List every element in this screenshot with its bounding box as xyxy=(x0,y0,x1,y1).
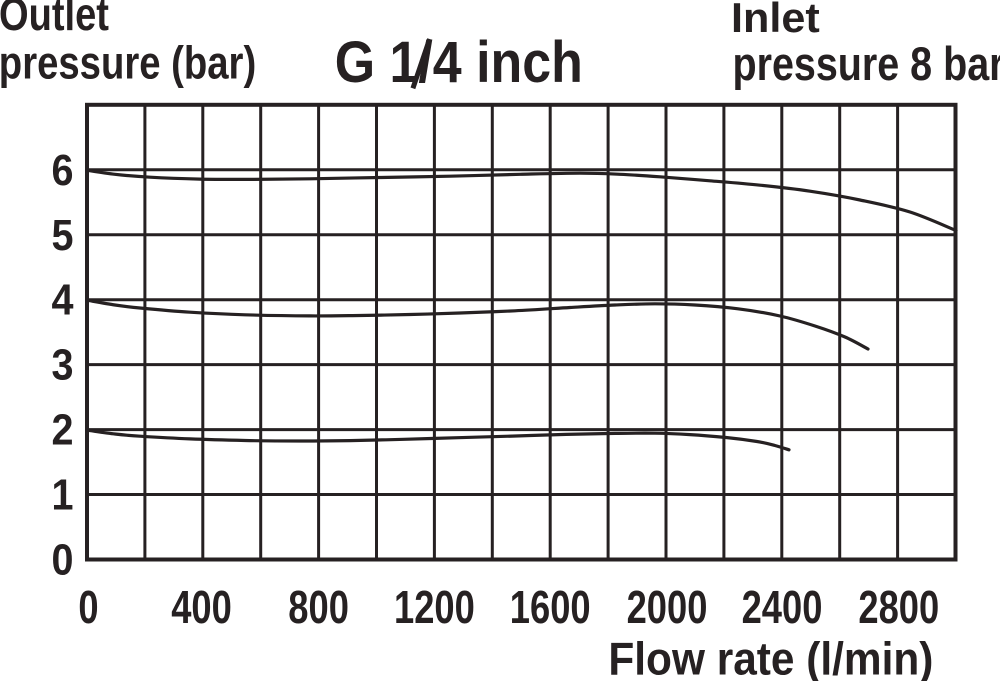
svg-text:Outlet: Outlet xyxy=(0,0,109,40)
svg-text:6: 6 xyxy=(52,146,74,195)
svg-text:G 1/4 inch: G 1/4 inch xyxy=(335,30,583,95)
svg-text:4: 4 xyxy=(52,276,74,325)
svg-text:Inlet: Inlet xyxy=(731,0,820,41)
svg-text:pressure 8 bar: pressure 8 bar xyxy=(733,37,1000,90)
svg-text:1: 1 xyxy=(52,471,74,520)
svg-text:2000: 2000 xyxy=(627,581,708,633)
svg-text:0: 0 xyxy=(52,536,74,585)
svg-text:2400: 2400 xyxy=(742,581,823,633)
svg-text:2: 2 xyxy=(52,406,74,455)
svg-text:Flow rate (l/min): Flow rate (l/min) xyxy=(608,633,933,681)
svg-text:1200: 1200 xyxy=(394,581,475,633)
svg-text:3: 3 xyxy=(52,341,74,390)
svg-text:0: 0 xyxy=(78,581,98,633)
svg-text:400: 400 xyxy=(171,581,232,633)
svg-text:pressure (bar): pressure (bar) xyxy=(0,37,256,89)
svg-text:1600: 1600 xyxy=(510,581,591,633)
svg-text:800: 800 xyxy=(288,581,349,633)
svg-text:2800: 2800 xyxy=(858,581,939,633)
svg-text:5: 5 xyxy=(52,211,74,260)
